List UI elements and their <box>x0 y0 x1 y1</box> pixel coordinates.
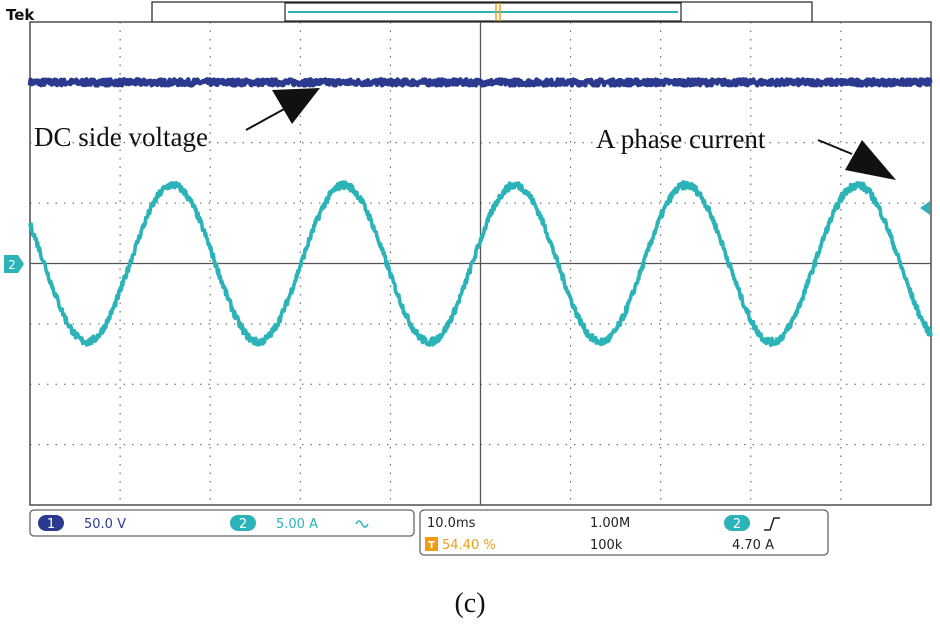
channel-readout-panel <box>29 509 415 537</box>
ch2-badge <box>230 515 256 531</box>
ch2-number: 2 <box>239 517 247 532</box>
sample-rate: 100k <box>590 538 623 553</box>
brand-label: Tek <box>6 6 35 24</box>
trigger-source-badge <box>724 515 750 531</box>
ch1-badge <box>38 515 64 531</box>
ch2-scale: 5.00 A <box>276 517 318 532</box>
ch1-scale: 50.0 V <box>84 517 126 532</box>
phase-current-trace <box>28 180 933 348</box>
dc-voltage-arrow-icon <box>245 88 320 131</box>
trigger-level: 4.70 A <box>732 538 774 553</box>
trigger-source: 2 <box>733 517 741 532</box>
dc-voltage-trace <box>27 77 933 88</box>
trigger-position-icon <box>495 3 501 21</box>
figure-caption: (c) <box>454 588 486 619</box>
trigger-position: 54.40 % <box>442 538 496 553</box>
ac-coupling-icon <box>355 520 369 528</box>
phase-current-arrow-icon <box>817 139 896 180</box>
time-scale: 10.0ms <box>427 516 476 531</box>
trace-end-arrow-icon <box>920 201 930 215</box>
phase-current-annotation: A phase current <box>596 124 766 154</box>
dc-voltage-annotation: DC side voltage <box>34 122 208 152</box>
rising-edge-icon <box>764 517 780 531</box>
waveform-traces <box>27 77 933 348</box>
trigger-position-badge-label: T <box>428 540 435 551</box>
record-length: 1.00M <box>590 516 630 531</box>
ch2-ground-marker: 2 <box>4 255 24 273</box>
trigger-position-badge <box>425 537 438 551</box>
ch1-number: 1 <box>47 517 55 532</box>
ch2-ground-label: 2 <box>8 258 16 272</box>
